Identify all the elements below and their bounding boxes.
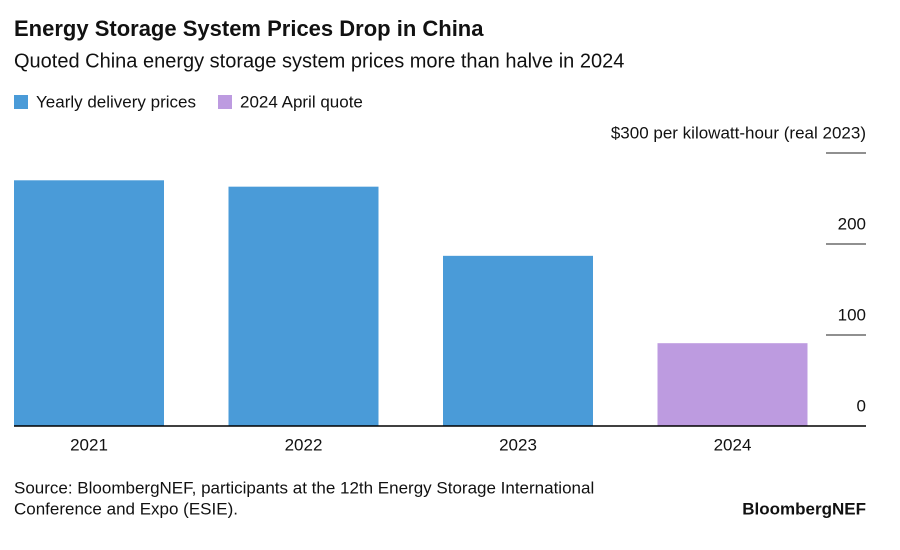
legend-swatch <box>14 95 28 109</box>
source: Source: BloombergNEF, participants at th… <box>14 478 594 497</box>
y-tick-label: 0 <box>857 396 866 415</box>
chart-title: Energy Storage System Prices Drop in Chi… <box>14 16 484 41</box>
legend-label: 2024 April quote <box>240 92 363 111</box>
x-tick-label: 2022 <box>285 435 323 454</box>
bar <box>228 186 379 426</box>
x-tick-label: 2021 <box>70 435 108 454</box>
y-tick-label: $300 per kilowatt-hour (real 2023) <box>611 123 866 142</box>
x-tick-label: 2024 <box>714 435 752 454</box>
x-tick-label: 2023 <box>499 435 537 454</box>
y-tick-label: 100 <box>838 305 866 324</box>
bar <box>657 343 808 426</box>
bar <box>443 255 593 426</box>
source: Conference and Expo (ESIE). <box>14 499 238 518</box>
y-tick-label: 200 <box>838 214 866 233</box>
chart-subtitle: Quoted China energy storage system price… <box>14 50 624 72</box>
bar <box>14 180 164 426</box>
legend-label: Yearly delivery prices <box>36 92 196 111</box>
legend-swatch <box>218 95 232 109</box>
brand: BloombergNEF <box>742 499 866 518</box>
